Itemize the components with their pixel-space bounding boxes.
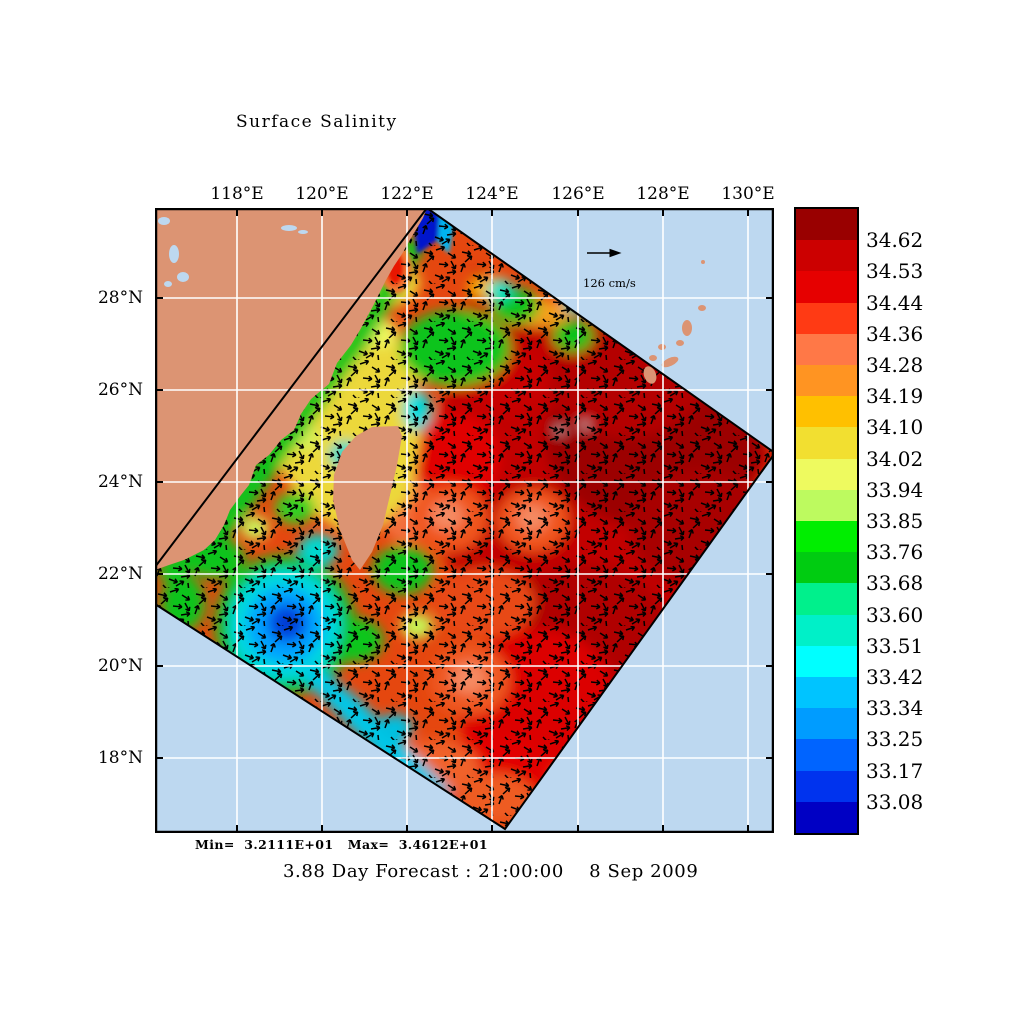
colorbar-tick-label: 34.44 (866, 290, 924, 315)
colorbar-band (796, 427, 857, 459)
x-tick-label: 122°E (380, 184, 434, 204)
colorbar-band (796, 240, 857, 272)
colorbar-tick-label: 33.17 (866, 758, 924, 783)
colorbar-band (796, 770, 857, 802)
colorbar-tick-label: 33.60 (866, 602, 924, 627)
x-tick-label: 118°E (210, 184, 264, 204)
colorbar-tick-label: 34.53 (866, 259, 924, 284)
colorbar-tick-label: 33.76 (866, 540, 924, 565)
colorbar-labels: 34.62 34.53 34.44 34.36 34.28 34.19 34.10 34.02… (866, 207, 936, 835)
x-tick-label: 126°E (551, 184, 605, 204)
forecast-text: 3.88 Day Forecast : 21:00:00 8 Sep 2009 (283, 861, 699, 882)
colorbar-tick-label: 33.51 (866, 633, 924, 658)
colorbar-tick-label: 33.34 (866, 696, 924, 721)
colorbar-tick-label: 34.36 (866, 321, 924, 346)
colorbar (794, 207, 859, 835)
reference-vector-label: 126 cm/s (583, 276, 636, 290)
colorbar-tick-label: 33.25 (866, 727, 924, 752)
colorbar-tick-label: 34.10 (866, 415, 924, 440)
colorbar-band (796, 739, 857, 771)
model-domain-boundary (155, 208, 774, 831)
colorbar-tick-label: 34.02 (866, 446, 924, 471)
colorbar-tick-label: 34.62 (866, 228, 924, 253)
minmax-text: Min= 3.2111E+01 Max= 3.4612E+01 (195, 837, 488, 852)
page-title: Surface Salinity (236, 112, 398, 132)
salinity-map (155, 208, 774, 833)
colorbar-tick-label: 33.08 (866, 789, 924, 814)
colorbar-band (796, 708, 857, 740)
y-tick-label: 22°N (97, 564, 143, 584)
x-tick-label: 128°E (636, 184, 690, 204)
colorbar-band (796, 489, 857, 522)
colorbar-tick-label: 33.42 (866, 665, 924, 689)
colorbar-band (796, 333, 857, 366)
y-tick-label: 18°N (97, 748, 143, 768)
colorbar-tick-label: 33.94 (866, 477, 924, 502)
colorbar-tick-label: 33.68 (866, 571, 924, 596)
colorbar-band (796, 645, 857, 678)
axis-ticks (155, 208, 774, 833)
colorbar-band (796, 271, 857, 303)
reference-vector-arrow (587, 248, 622, 258)
x-tick-label: 130°E (721, 184, 775, 204)
y-tick-label: 24°N (97, 472, 143, 492)
graticule-grid (155, 208, 774, 833)
colorbar-band (796, 458, 857, 490)
colorbar-band (796, 209, 857, 241)
colorbar-tick-label: 34.28 (866, 353, 924, 377)
colorbar-band (796, 521, 857, 553)
colorbar-tick-label: 34.19 (866, 384, 924, 409)
colorbar-band (796, 677, 857, 709)
ryukyu-islands (643, 260, 706, 384)
colorbar-band (796, 302, 857, 334)
taiwan-island (333, 426, 402, 570)
x-tick-label: 124°E (465, 184, 519, 204)
inland-water (158, 217, 308, 287)
colorbar-band (796, 552, 857, 584)
x-tick-label: 120°E (295, 184, 349, 204)
colorbar-band (796, 801, 857, 834)
y-tick-label: 20°N (97, 656, 143, 676)
y-tick-label: 28°N (97, 288, 143, 308)
colorbar-tick-label: 33.85 (866, 509, 924, 533)
colorbar-band (796, 365, 857, 397)
y-tick-label: 26°N (97, 380, 143, 400)
plot-frame (155, 208, 774, 833)
colorbar-band (796, 396, 857, 428)
colorbar-band (796, 614, 857, 646)
colorbar-band (796, 583, 857, 615)
